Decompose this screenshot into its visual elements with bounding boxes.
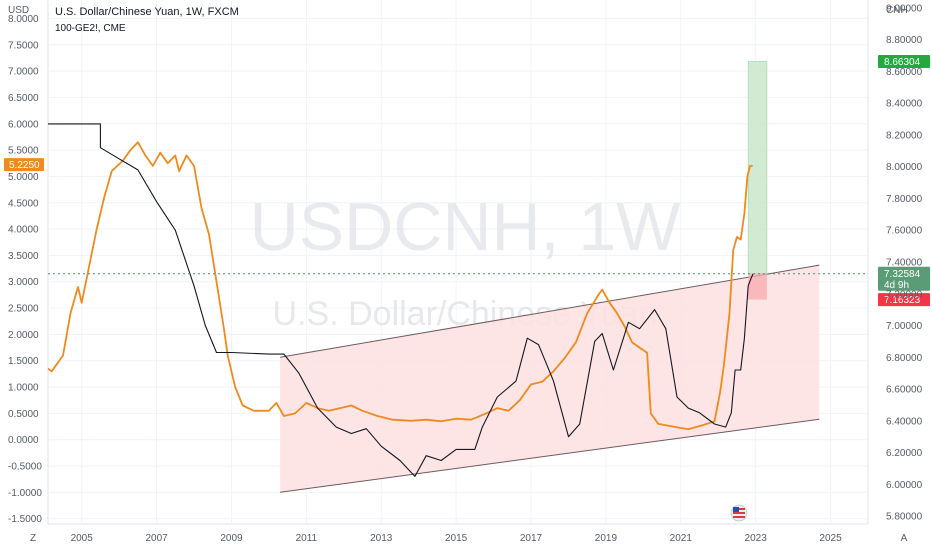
right-tick-label: 8.40000 [886,99,923,110]
channel-fill[interactable] [280,265,820,493]
series-layer [47,123,754,477]
last-price-badge-text: 7.32584 [884,269,921,280]
right-tick-label: 8.80000 [886,35,923,46]
left-tick-label: -0.5000 [8,462,42,473]
left-tick-label: 4.0000 [8,225,39,236]
left-tick-label: 3.5000 [8,251,39,262]
x-tick-label: 2019 [595,533,618,544]
left-tick-label: 0.5000 [8,409,39,420]
right-tick-label: 6.00000 [886,480,923,491]
right-tick-label: 7.40000 [886,258,923,269]
left-tick-label: 4.5000 [8,198,39,209]
x-tick-label: 2005 [71,533,94,544]
right-tick-label: 8.20000 [886,130,923,141]
legend-title[interactable]: U.S. Dollar/Chinese Yuan, 1W, FXCM [55,6,239,18]
left-tick-label: 6.5000 [8,93,39,104]
watermark-symbol: USDCNH, 1W [250,189,681,265]
auto-scale-button[interactable]: A [901,533,908,544]
left-tick-label: 1.0000 [8,383,39,394]
left-tick-label: 0.0000 [8,435,39,446]
us-flag-icon[interactable] [730,504,748,522]
left-tick-label: 8.0000 [8,14,39,25]
channel-upper-line[interactable] [280,264,820,358]
left-tick-label: 5.0000 [8,172,39,183]
legend-subtitle[interactable]: 100-GE2!, CME [55,23,126,34]
right-tick-label: 7.60000 [886,226,923,237]
left-tick-label: 3.0000 [8,277,39,288]
right-tick-label: 7.00000 [886,321,923,332]
stop-price-badge: 7.16323 [878,293,930,307]
left-tick-label: -1.5000 [8,514,42,525]
time-axis[interactable]: 2005 2007 2009 2011 2013 2015 2017 2019 2021 2023… [71,533,843,544]
left-tick-label: 7.0000 [8,67,39,78]
x-tick-label: 2021 [670,533,693,544]
left-axis[interactable]: 8.0000 7.5000 7.0000 6.5000 6.0000 5.5000 5.00… [8,14,42,525]
right-tick-label: 7.20000 [886,289,923,300]
last-price-badge-text: 4d 9h [884,280,909,291]
x-tick-label: 2007 [145,533,168,544]
x-tick-label: 2015 [445,533,468,544]
right-axis[interactable]: 9.00000 8.80000 8.60000 8.40000 8.20000 8.000… [886,3,923,522]
right-tick-label: 8.60000 [886,67,923,78]
target-price-badge: 8.66304 [878,54,930,68]
right-tick-label: 5.80000 [886,512,923,523]
right-tick-label: 6.40000 [886,416,923,427]
right-tick-label: 8.00000 [886,162,923,173]
stop-price-badge-text: 7.16323 [884,295,921,306]
left-tick-label: 2.0000 [8,330,39,341]
drawings[interactable] [280,61,820,493]
x-tick-label: 2013 [370,533,393,544]
channel-lower-line[interactable] [280,418,820,493]
right-tick-label: 9.00000 [886,3,923,14]
left-tick-label: 6.0000 [8,119,39,130]
left-axis-unit: USD [8,5,29,16]
timezone-button[interactable]: Z [30,533,36,544]
right-tick-label: 6.80000 [886,353,923,364]
position-stop-zone[interactable] [748,273,767,300]
left-tick-label: 2.5000 [8,304,39,315]
left-value-badge: 5.2250 [4,158,44,172]
x-tick-label: 2011 [296,533,318,544]
left-tick-label: 7.5000 [8,40,39,51]
right-tick-label: 7.80000 [886,194,923,205]
x-tick-label: 2017 [520,533,543,544]
left-tick-label: 5.5000 [8,146,39,157]
right-tick-label: 6.20000 [886,448,923,459]
series-line-usdcnh [48,123,754,477]
x-tick-label: 2025 [819,533,842,544]
left-tick-label: 1.5000 [8,356,39,367]
x-tick-label: 2023 [745,533,768,544]
position-target-zone[interactable] [747,61,768,275]
right-tick-label: 6.60000 [886,385,923,396]
left-value-badge-text: 5.2250 [9,160,40,171]
left-tick-label: -1.0000 [8,488,42,499]
x-tick-label: 2009 [220,533,243,544]
series-line-ge2 [47,141,753,431]
target-price-badge-text: 8.66304 [884,57,921,68]
right-axis-unit: CNH [886,5,908,16]
